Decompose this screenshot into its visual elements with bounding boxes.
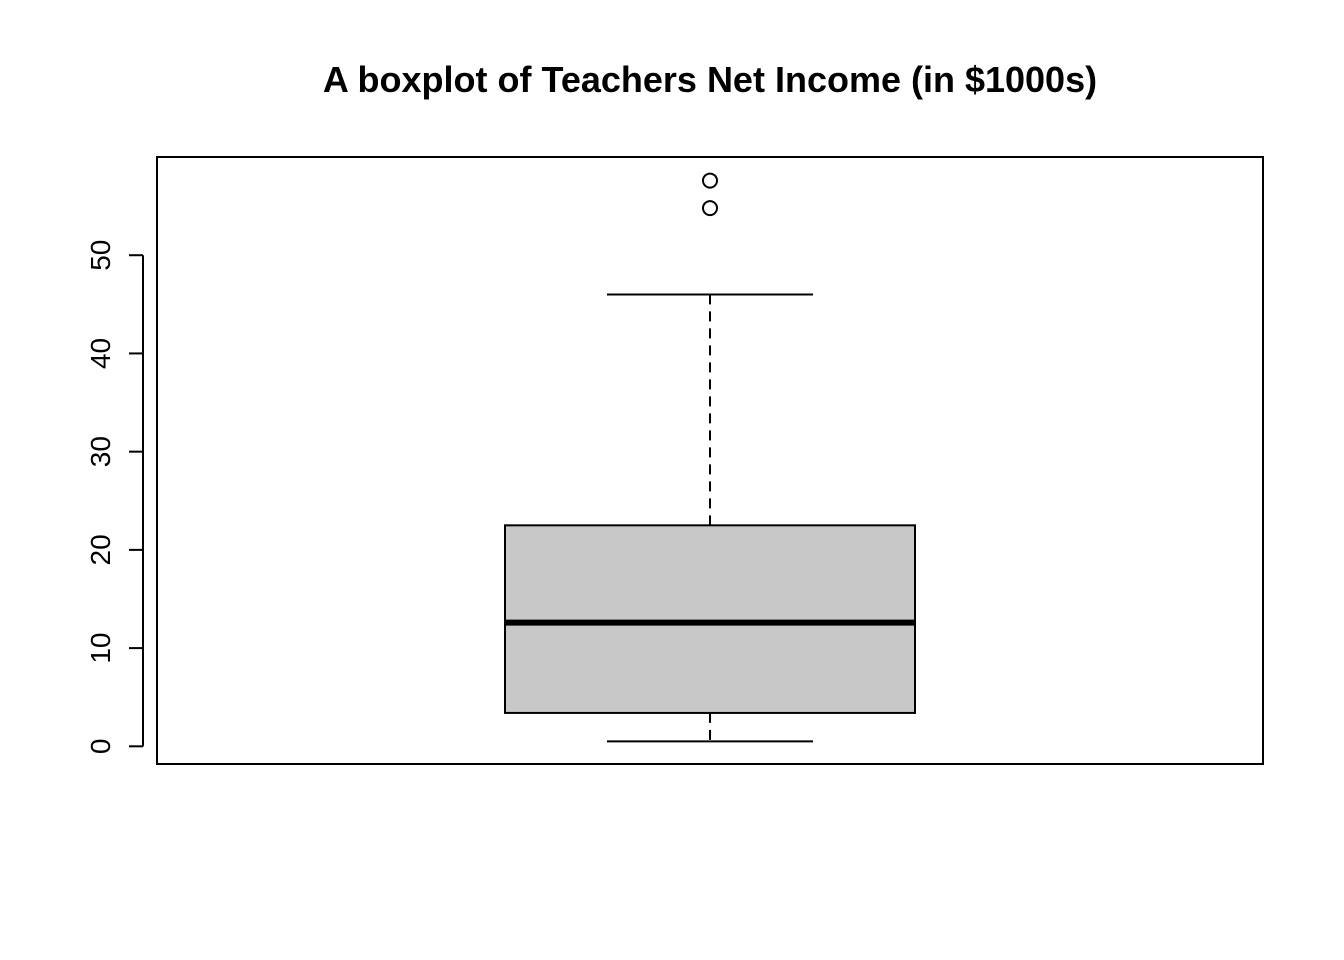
- box-layer: [504, 172, 916, 743]
- chart-title: A boxplot of Teachers Net Income (in $10…: [323, 59, 1097, 100]
- y-tick-label: 40: [85, 338, 116, 369]
- y-tick-label: 0: [85, 739, 116, 755]
- outlier-point: [702, 200, 718, 217]
- plot-frame: [156, 156, 1264, 765]
- interquartile-box: [504, 524, 916, 714]
- outlier-point: [702, 172, 718, 189]
- y-tick-label: 30: [85, 436, 116, 467]
- box-group: [504, 172, 916, 743]
- y-tick-label: 10: [85, 633, 116, 664]
- y-tick-label: 20: [85, 534, 116, 565]
- y-tick-label: 50: [85, 240, 116, 271]
- y-axis: 0 10 20 30 40 50: [85, 240, 144, 755]
